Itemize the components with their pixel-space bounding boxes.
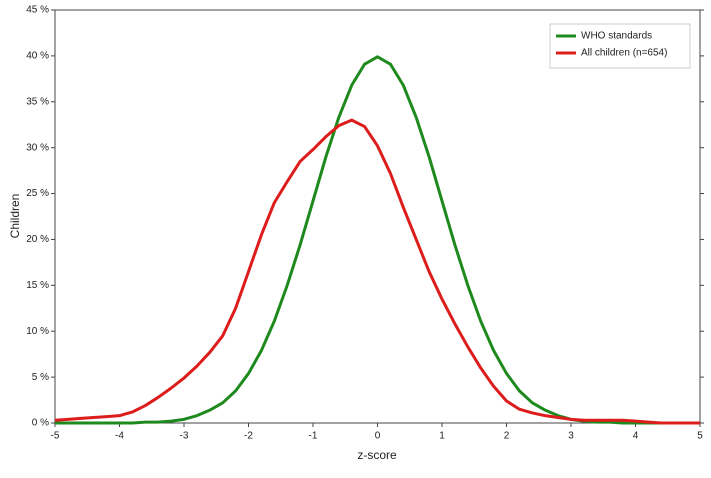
series-line: [54, 118, 700, 425]
y-tick-label: 0 %: [32, 418, 49, 429]
y-axis-label: Children: [8, 194, 22, 239]
series-line: [55, 55, 700, 425]
y-tick-label: 15 %: [26, 280, 49, 291]
plot-frame: [54, 9, 701, 424]
x-tick-label: 1: [439, 431, 445, 442]
y-tick-label: 35 %: [26, 96, 49, 107]
x-tick-label: 3: [568, 431, 574, 442]
x-tick-label: 4: [633, 431, 639, 442]
x-tick-label: -3: [180, 431, 189, 442]
y-tick-label: 10 %: [26, 326, 49, 337]
x-tick-label: 0: [375, 431, 381, 442]
x-tick-label: -1: [309, 431, 318, 442]
legend-label: WHO standards: [581, 31, 652, 42]
y-tick-label: 25 %: [26, 188, 49, 199]
legend-label: All children (n=654): [581, 48, 667, 59]
x-tick-label: -2: [244, 431, 253, 442]
y-tick-label: 45 %: [26, 5, 49, 16]
legend-box: [549, 23, 691, 69]
x-tick-label: 2: [504, 431, 510, 442]
y-tick-label: 20 %: [26, 234, 49, 245]
x-axis-label: z-score: [357, 448, 397, 462]
y-tick-label: 30 %: [26, 142, 49, 153]
x-tick-label: 5: [697, 431, 703, 442]
x-tick-label: -4: [115, 431, 124, 442]
x-tick-label: -5: [51, 431, 60, 442]
y-tick-label: 40 %: [26, 51, 49, 62]
y-tick-label: 5 %: [32, 372, 49, 383]
